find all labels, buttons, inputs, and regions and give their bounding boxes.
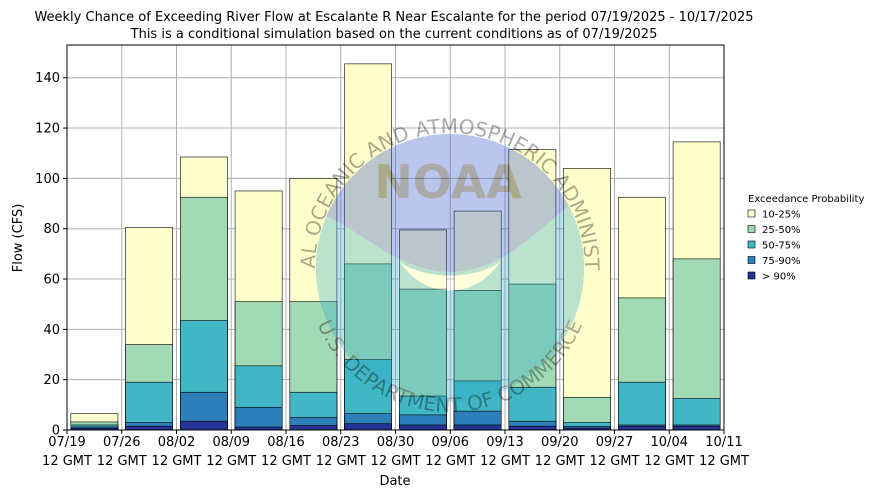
y-axis-label: Flow (CFS)	[11, 204, 26, 273]
x-tick-date: 08/16	[267, 435, 304, 450]
x-tick-time: 12 GMT	[535, 454, 585, 469]
legend-label: 10-25%	[762, 210, 801, 221]
bar-5-9	[508, 425, 557, 431]
y-tick-label: 60	[43, 273, 60, 288]
legend-title: Exceedance Probability	[748, 194, 864, 205]
noaa-logo-wave	[316, 180, 584, 402]
legend-swatch	[747, 209, 756, 218]
x-tick-date: 08/09	[213, 435, 250, 450]
x-tick-date: 07/19	[48, 435, 85, 450]
x-tick-time: 12 GMT	[316, 454, 366, 469]
axes: 0 20 40 60 80 100 120 140 07/19 12 GMT 07/26 12 GMT…	[35, 44, 749, 469]
x-tick-date: 09/20	[541, 435, 578, 450]
x-tick-date: 09/27	[596, 435, 633, 450]
x-tick-time: 12 GMT	[261, 454, 311, 469]
y-tick-label: 100	[35, 172, 60, 187]
x-tick-time: 12 GMT	[42, 454, 92, 469]
legend-swatch	[747, 240, 756, 249]
bar-3-11	[618, 381, 666, 431]
x-tick-date: 07/26	[103, 435, 140, 450]
x-tick-time: 12 GMT	[371, 454, 421, 469]
chart-subtitle: This is a conditional simulation based o…	[130, 27, 658, 42]
bar-3-2	[125, 381, 173, 431]
x-tick-date: 09/06	[432, 435, 469, 450]
legend-swatch	[747, 225, 756, 233]
bar-5-8	[453, 424, 502, 431]
chart-title: Weekly Chance of Exceeding River Flow at…	[34, 10, 753, 25]
x-tick-time: 12 GMT	[206, 454, 256, 469]
bar-5-12	[672, 425, 721, 431]
bars	[70, 63, 721, 431]
legend-swatch	[747, 256, 756, 264]
legend-swatch	[747, 271, 756, 280]
bar-5-7	[399, 424, 447, 431]
x-tick-date: 10/04	[651, 435, 688, 450]
x-tick-date: 10/11	[705, 435, 742, 450]
legend-label: 25-50%	[762, 225, 801, 236]
legend-label: 75-90%	[762, 256, 801, 267]
x-tick-date: 09/13	[486, 435, 523, 450]
legend-label: 50-75%	[762, 241, 801, 252]
y-tick-label: 120	[35, 122, 60, 137]
x-tick-time: 12 GMT	[590, 454, 640, 469]
bar-5-3	[180, 420, 228, 431]
x-tick-time: 12 GMT	[480, 454, 530, 469]
y-tick-label: 0	[52, 424, 60, 439]
x-tick-date: 08/30	[377, 435, 414, 450]
bar-4-4	[234, 407, 283, 431]
noaa-logo-text: NOAA	[374, 155, 522, 209]
y-tick-label: 80	[43, 222, 60, 237]
x-tick-time: 12 GMT	[699, 454, 749, 469]
y-tick-label: 20	[43, 373, 60, 388]
x-tick-date: 08/02	[158, 435, 195, 450]
grid-lines	[66, 45, 725, 431]
bar-5-5	[289, 425, 338, 431]
legend-label: > 90%	[762, 272, 796, 283]
bar-5-2	[125, 425, 173, 431]
y-tick-label: 140	[35, 71, 60, 86]
x-tick-date: 08/23	[322, 435, 359, 450]
bar-1-10	[563, 168, 611, 431]
bar-5-11	[618, 425, 666, 431]
x-tick-time: 12 GMT	[644, 454, 694, 469]
bar-5-6	[344, 423, 392, 431]
x-tick-time: 12 GMT	[152, 454, 202, 469]
noaa-logo-upper	[316, 134, 584, 402]
x-tick-time: 12 GMT	[97, 454, 147, 469]
x-axis-label: Date	[379, 474, 410, 489]
noaa-gull-icon	[400, 262, 500, 291]
y-tick-label: 40	[43, 323, 60, 338]
legend: Exceedance Probability 10-25% 25-50% 50-75…	[747, 194, 864, 283]
x-tick-time: 12 GMT	[425, 454, 475, 469]
